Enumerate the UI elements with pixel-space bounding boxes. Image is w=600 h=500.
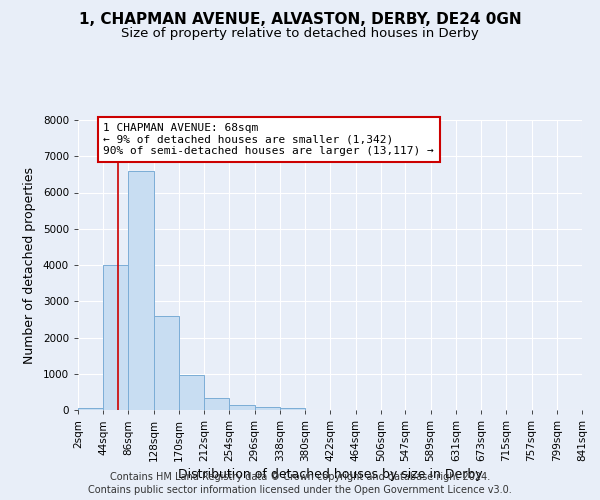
X-axis label: Distribution of detached houses by size in Derby: Distribution of detached houses by size … — [178, 468, 482, 481]
Text: Contains public sector information licensed under the Open Government Licence v3: Contains public sector information licen… — [88, 485, 512, 495]
Bar — [154, 316, 179, 410]
Text: 1 CHAPMAN AVENUE: 68sqm
← 9% of detached houses are smaller (1,342)
90% of semi-: 1 CHAPMAN AVENUE: 68sqm ← 9% of detached… — [103, 123, 434, 156]
Bar — [128, 171, 154, 410]
Text: Size of property relative to detached houses in Derby: Size of property relative to detached ho… — [121, 28, 479, 40]
Y-axis label: Number of detached properties: Number of detached properties — [23, 166, 36, 364]
Text: 1, CHAPMAN AVENUE, ALVASTON, DERBY, DE24 0GN: 1, CHAPMAN AVENUE, ALVASTON, DERBY, DE24… — [79, 12, 521, 28]
Bar — [280, 408, 305, 410]
Bar — [179, 375, 204, 410]
Bar — [103, 265, 128, 410]
Bar — [78, 408, 103, 410]
Bar — [229, 405, 254, 410]
Bar — [204, 398, 229, 410]
Text: Contains HM Land Registry data © Crown copyright and database right 2024.: Contains HM Land Registry data © Crown c… — [110, 472, 490, 482]
Bar — [254, 408, 280, 410]
